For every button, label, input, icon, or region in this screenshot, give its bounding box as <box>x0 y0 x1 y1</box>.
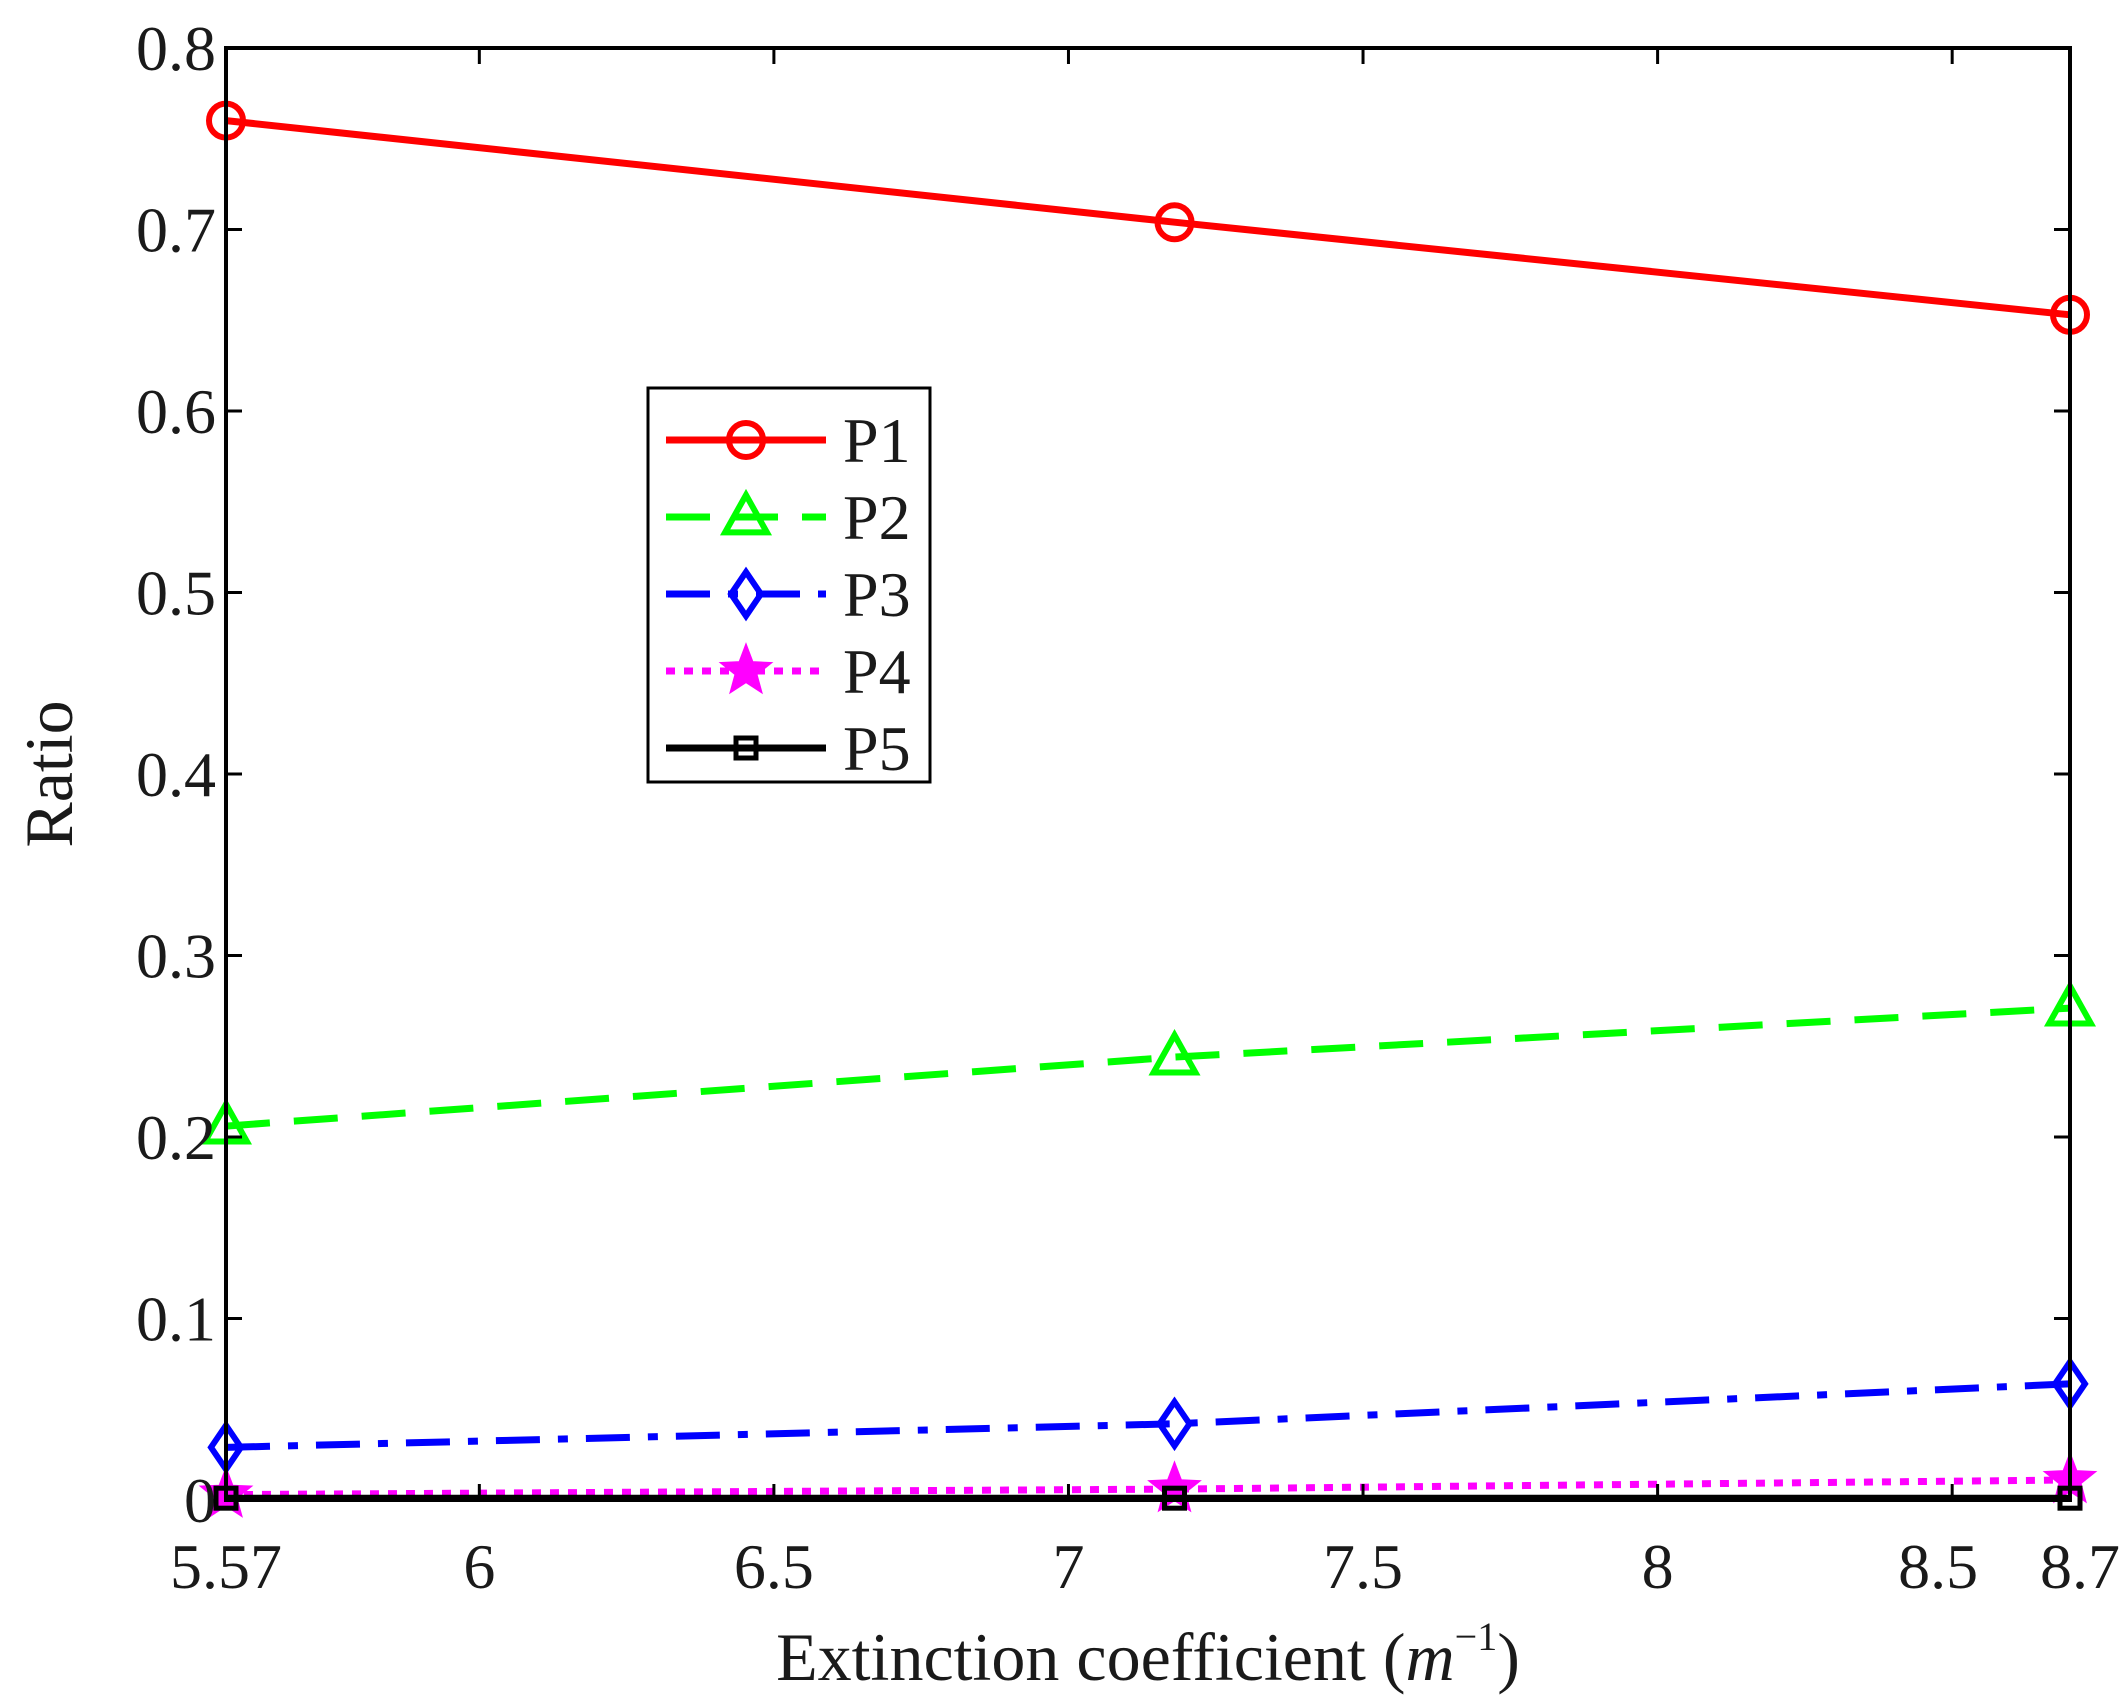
legend-marker-p3 <box>727 566 765 622</box>
y-tick-label: 0.2 <box>136 1102 216 1173</box>
legend-label-p1: P1 <box>843 405 911 476</box>
legend-marker-p4 <box>718 642 774 695</box>
y-tick-label: 0.3 <box>136 921 216 992</box>
x-axis-label: Extinction coefficient (m−1) <box>776 1614 1520 1695</box>
series-p4 <box>198 1451 2098 1518</box>
legend-label-p5: P5 <box>843 713 911 784</box>
legend-item-p3: P3 <box>666 559 911 630</box>
legend-item-p4: P4 <box>666 636 911 707</box>
data-point-p1-2 <box>1154 202 1195 243</box>
legend-marker-p1 <box>726 420 766 460</box>
x-tick-label: 8 <box>1642 1531 1674 1602</box>
legend-label-p4: P4 <box>843 636 911 707</box>
legend-marker-p2 <box>719 488 773 536</box>
series-p1 <box>206 100 2090 335</box>
series-line-p1 <box>225 117 2071 319</box>
y-tick-label: 0.5 <box>136 558 216 629</box>
y-tick-label: 0.6 <box>136 376 216 447</box>
legend-item-p5: P5 <box>666 713 911 784</box>
data-point-p3-2 <box>1155 1396 1194 1452</box>
series-p2 <box>199 979 2097 1145</box>
legend-item-p2: P2 <box>666 482 911 553</box>
x-tick-label: 6 <box>463 1531 495 1602</box>
x-tick-label: 5.57 <box>170 1531 282 1602</box>
x-tick-label: 8.7 <box>2040 1531 2120 1602</box>
plot-frame <box>224 46 2072 1502</box>
y-tick-label: 0.1 <box>136 1284 216 1355</box>
legend-box <box>646 386 932 784</box>
series-line-p4 <box>225 1476 2071 1499</box>
data-point-p2-2 <box>1148 1028 1201 1076</box>
legend-label-p3: P3 <box>843 559 911 630</box>
x-tick-label: 6.5 <box>734 1531 814 1602</box>
series-line-p2 <box>225 1004 2071 1130</box>
x-tick-label: 7.5 <box>1323 1531 1403 1602</box>
x-tick-label: 8.5 <box>1898 1531 1978 1602</box>
y-tick-label: 0 <box>184 1465 216 1536</box>
y-axis-label: Ratio <box>11 700 87 847</box>
legend-label-p2: P2 <box>843 482 911 553</box>
y-tick-label: 0.4 <box>136 739 216 810</box>
y-tick-label: 0.8 <box>136 13 216 84</box>
series-p3 <box>207 1356 2089 1475</box>
legend-item-p1: P1 <box>666 405 911 476</box>
x-tick-label: 7 <box>1052 1531 1084 1602</box>
legend-marker-p5 <box>733 735 759 761</box>
series-line-p3 <box>225 1380 2071 1451</box>
y-tick-label: 0.7 <box>136 195 216 266</box>
